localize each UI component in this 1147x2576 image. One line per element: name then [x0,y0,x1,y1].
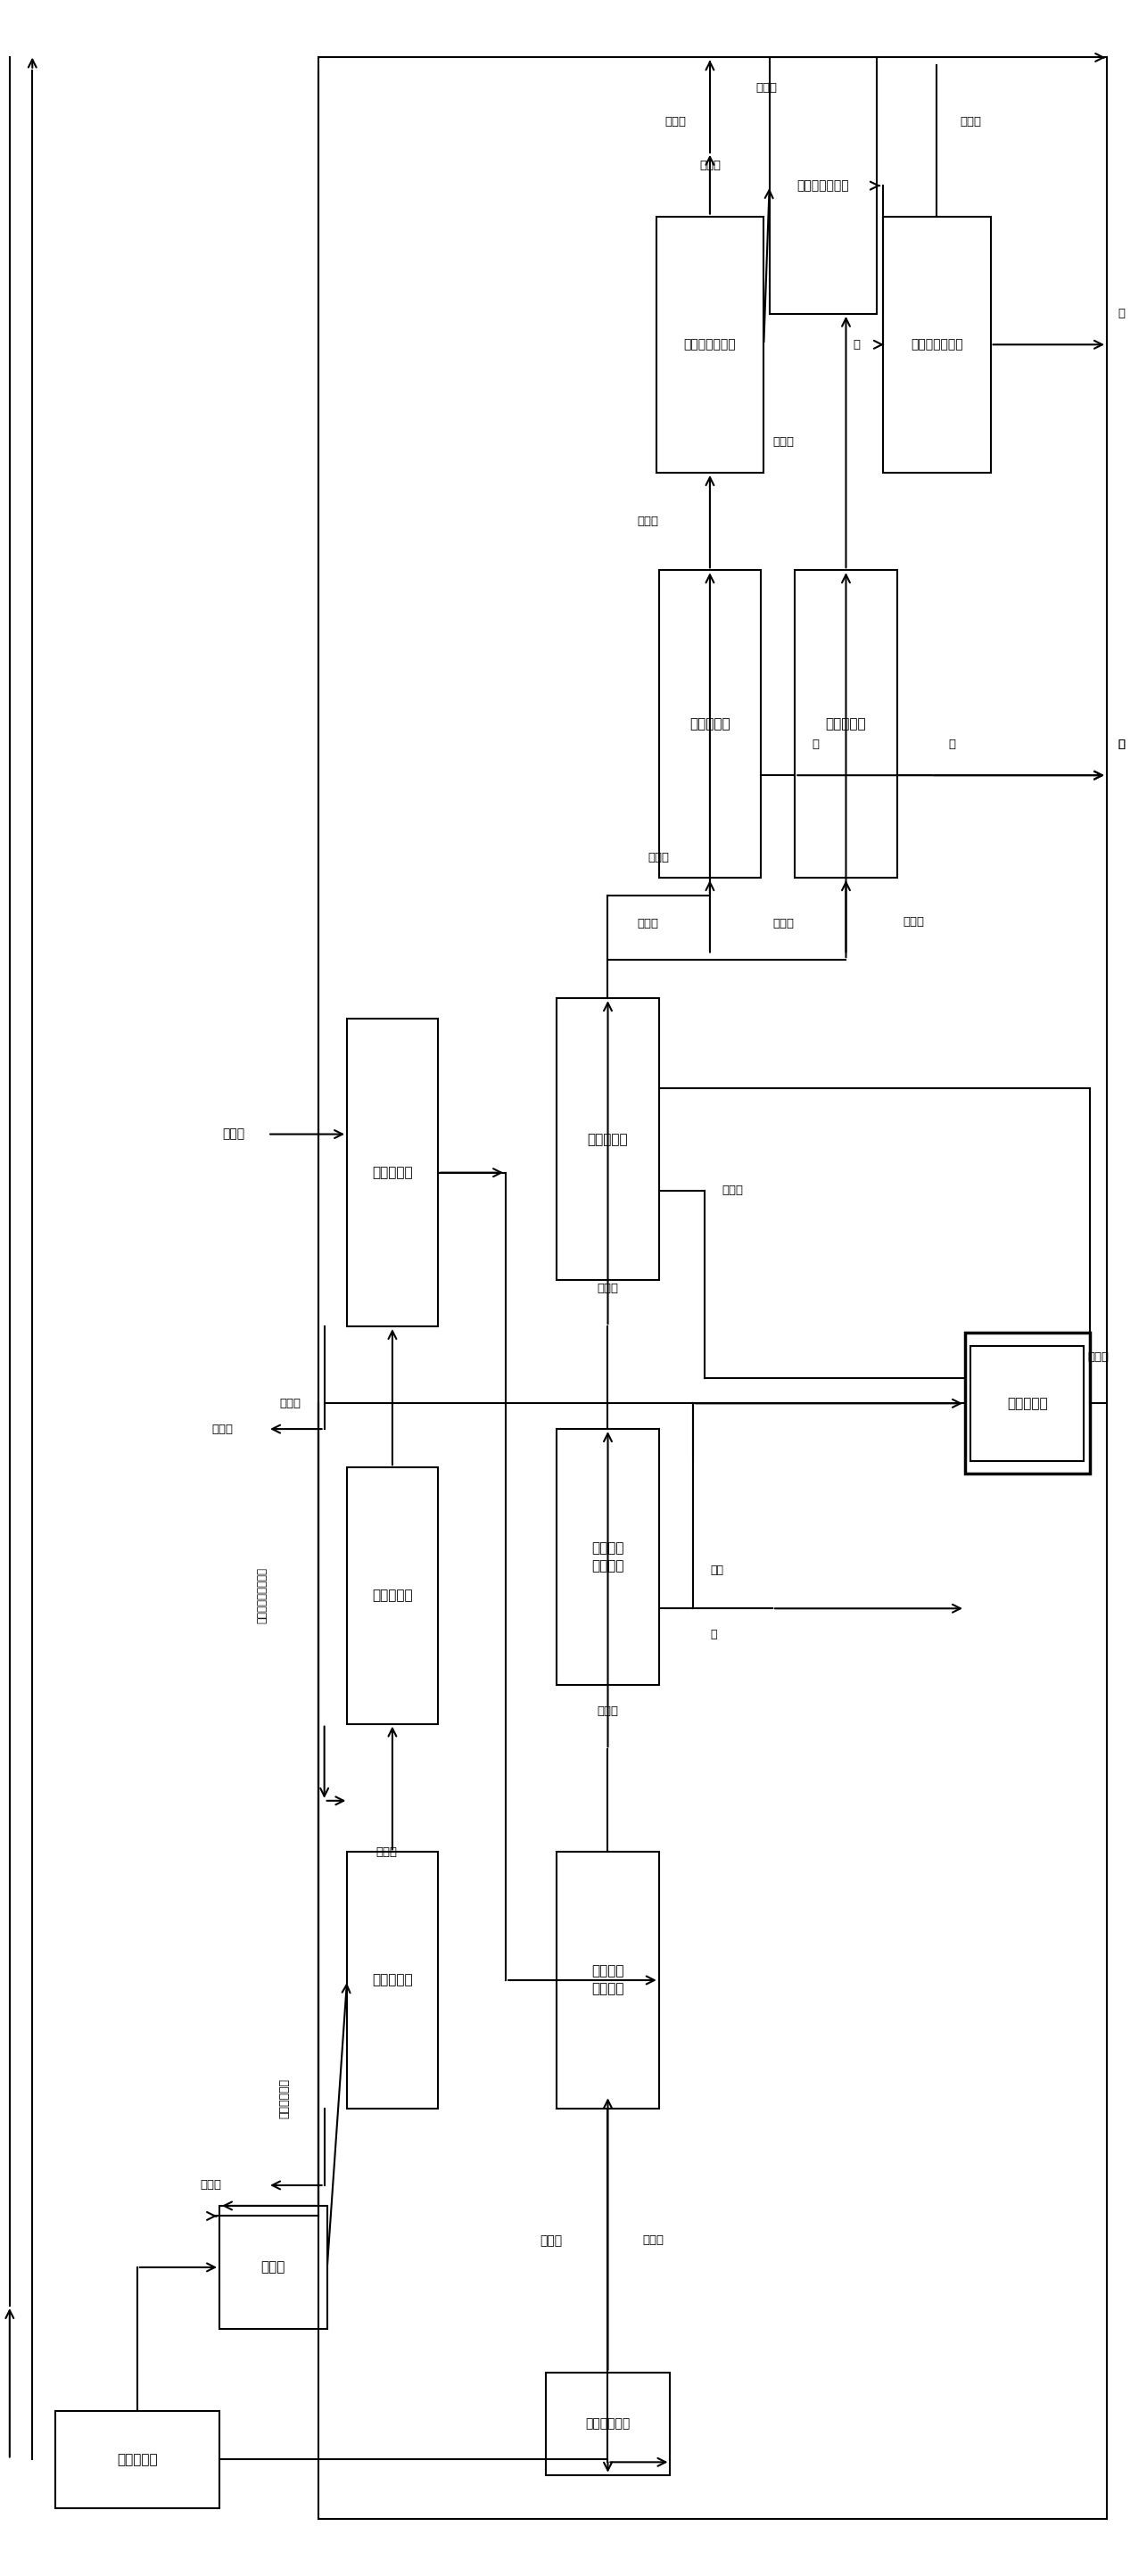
Text: 冷凝水回锅炉: 冷凝水回锅炉 [279,2079,290,2117]
Text: 生蒸汽: 生蒸汽 [223,1128,244,1141]
Text: 冷凝水: 冷凝水 [700,160,720,170]
Text: 四效表面冷凝器: 四效表面冷凝器 [684,337,736,350]
Text: 水: 水 [1118,309,1125,319]
Text: 水: 水 [710,1628,717,1641]
Text: 二次汽: 二次汽 [773,435,795,448]
Text: 二次汽: 二次汽 [904,914,924,927]
Bar [348,1020,438,1327]
Text: 冷凝水: 冷凝水 [721,1185,743,1195]
Text: 冷凝水: 冷凝水 [211,1422,233,1435]
Bar [556,1430,658,1685]
Text: 二次汽: 二次汽 [598,1705,618,1716]
Bar [348,1468,438,1723]
Text: 二效湿分
解蒸发器: 二效湿分 解蒸发器 [592,1540,624,1574]
Text: 生蒸汽: 生蒸汽 [540,2233,562,2246]
Text: 冷凝水: 冷凝水 [756,82,778,95]
Text: 水: 水 [1118,739,1125,750]
Bar [883,216,991,474]
Text: 极烧工序来中压凝水: 极烧工序来中压凝水 [256,1569,267,1623]
Text: 冷凝水: 冷凝水 [642,2233,664,2246]
Text: 冷凝: 冷凝 [710,1564,724,1577]
Text: 二级预热器: 二级预热器 [372,1589,413,1602]
Text: 冷凝水: 冷凝水 [201,2179,221,2192]
Text: 三效蒸发器: 三效蒸发器 [587,1133,629,1146]
Bar [546,2372,670,2476]
Text: 冷凝水: 冷凝水 [1087,1352,1109,1363]
Text: 冷凝水储槽: 冷凝水储槽 [1007,1396,1047,1409]
Bar [348,1852,438,2107]
Bar [556,1852,658,2107]
Text: 四效表面冷凝器: 四效表面冷凝器 [911,337,962,350]
Text: 晶浆去过滤工序: 晶浆去过滤工序 [797,180,850,191]
Bar [795,569,897,878]
Bar [970,1345,1084,1461]
Text: 精卤罐: 精卤罐 [262,2262,286,2275]
Text: 冷凝水: 冷凝水 [280,1399,301,1409]
Text: 水: 水 [1118,739,1125,750]
Text: 采集卤系统: 采集卤系统 [117,2452,157,2465]
Bar [658,569,760,878]
Text: 冷凝水: 冷凝水 [376,1847,397,1857]
Text: 一效湿分
解蒸发器: 一效湿分 解蒸发器 [592,1965,624,1996]
Text: 二次汽: 二次汽 [773,917,795,930]
Text: 三级预热器: 三级预热器 [372,1167,413,1180]
Text: 二次汽: 二次汽 [598,1283,618,1293]
Text: 二次汽: 二次汽 [637,515,658,528]
Text: 四效蒸发器: 四效蒸发器 [826,716,866,732]
Text: 二次汽: 二次汽 [648,853,670,863]
Text: 冷: 冷 [949,739,955,750]
Text: 冷: 冷 [812,739,819,750]
Bar [656,216,764,474]
Text: 冷凝水: 冷凝水 [665,116,687,126]
Text: 精卤中转储槽: 精卤中转储槽 [585,2416,630,2429]
Bar [556,999,658,1280]
Bar [770,57,877,314]
Text: 冷凝水: 冷凝水 [960,116,982,126]
Text: 一级预热器: 一级预热器 [372,1973,413,1986]
Bar [965,1332,1090,1473]
Text: 二次汽: 二次汽 [637,917,658,930]
Bar [55,2411,219,2509]
Text: 四效蒸发器: 四效蒸发器 [689,716,731,732]
Bar [219,2205,327,2329]
Text: 冷: 冷 [853,340,860,350]
